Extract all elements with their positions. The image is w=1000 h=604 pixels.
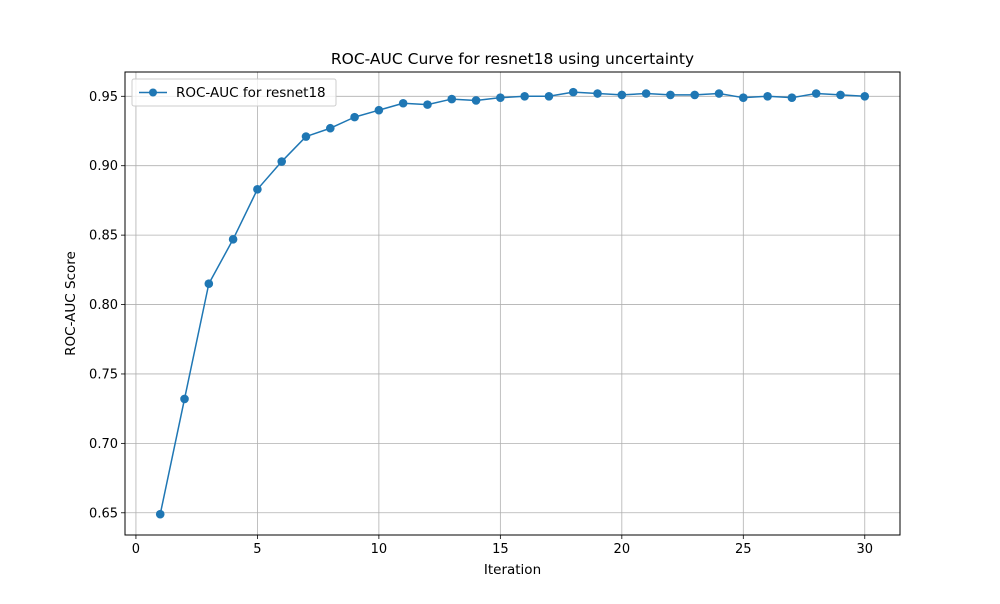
data-point xyxy=(593,89,602,98)
data-point xyxy=(666,90,675,100)
x-tick-label: 15 xyxy=(492,542,509,557)
data-point xyxy=(714,89,724,98)
y-tick-label: 0.80 xyxy=(89,298,118,313)
plot-frame xyxy=(124,71,901,536)
data-point xyxy=(544,92,554,101)
y-tick-label: 0.85 xyxy=(89,229,118,244)
data-point xyxy=(180,394,189,404)
data-point xyxy=(155,509,165,519)
data-point xyxy=(374,105,384,115)
y-tick-label: 0.65 xyxy=(89,506,118,521)
x-axis-label: Iteration xyxy=(484,562,541,578)
x-tick-label: 5 xyxy=(253,542,261,557)
data-point xyxy=(617,90,627,100)
data-point xyxy=(253,185,262,194)
data-point xyxy=(763,92,772,101)
tick-layer: 0 5 10 15 20 25 30 0.65 0.70 0.75 0.80 0.85 0.90 0.95 xyxy=(89,90,873,557)
data-point xyxy=(398,98,408,108)
x-tick-label: 10 xyxy=(371,542,388,557)
chart-title: ROC-AUC Curve for resnet18 using uncerta… xyxy=(331,50,694,68)
data-point xyxy=(471,96,481,105)
y-tick-label: 0.95 xyxy=(89,90,118,105)
legend-marker-swatch xyxy=(149,88,157,97)
y-axis-label: ROC-AUC Score xyxy=(63,251,79,356)
x-tick-label: 20 xyxy=(614,542,631,557)
data-point xyxy=(811,89,821,98)
data-point xyxy=(350,112,359,122)
data-point xyxy=(641,89,651,98)
data-point xyxy=(423,100,432,109)
data-point xyxy=(228,234,238,244)
x-tick-label: 0 xyxy=(132,542,140,557)
legend-entry-label: ROC-AUC for resnet18 xyxy=(176,85,326,101)
data-point xyxy=(325,123,335,133)
data-point xyxy=(204,279,214,289)
data-point xyxy=(860,92,870,101)
data-point xyxy=(739,93,748,102)
x-tick-label: 25 xyxy=(735,542,752,557)
x-tick-label: 30 xyxy=(856,542,873,557)
legend-box xyxy=(131,78,337,107)
y-tick-label: 0.90 xyxy=(89,159,118,174)
legend: ROC-AUC for resnet18 xyxy=(131,78,337,107)
data-point xyxy=(301,132,311,141)
data-point xyxy=(690,90,700,100)
data-point xyxy=(520,92,529,101)
data-point xyxy=(277,157,287,166)
y-tick-label: 0.70 xyxy=(89,437,118,452)
data-point xyxy=(447,94,457,104)
data-point xyxy=(787,93,797,102)
data-point xyxy=(568,87,578,97)
data-point xyxy=(496,93,505,102)
data-point xyxy=(836,90,845,100)
series-layer xyxy=(155,87,870,519)
y-tick-label: 0.75 xyxy=(89,367,118,382)
